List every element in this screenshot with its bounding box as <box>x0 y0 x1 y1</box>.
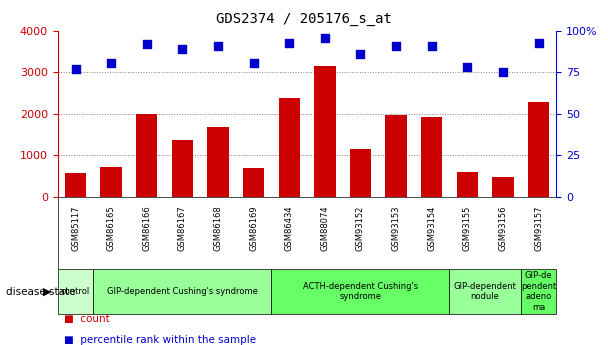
Text: GSM86434: GSM86434 <box>285 205 294 251</box>
Point <box>498 70 508 75</box>
Bar <box>492 177 514 197</box>
Point <box>320 35 330 40</box>
Point <box>463 65 472 70</box>
Text: GDS2374 / 205176_s_at: GDS2374 / 205176_s_at <box>216 12 392 26</box>
Bar <box>243 168 264 197</box>
Text: GSM93152: GSM93152 <box>356 205 365 251</box>
Point <box>356 51 365 57</box>
Bar <box>421 117 443 197</box>
Text: GSM93154: GSM93154 <box>427 205 436 251</box>
Text: GSM86167: GSM86167 <box>178 205 187 251</box>
Bar <box>528 102 549 197</box>
Bar <box>207 127 229 197</box>
Bar <box>350 149 371 197</box>
Text: GSM86168: GSM86168 <box>213 205 223 251</box>
Point <box>71 66 80 72</box>
Point <box>249 60 258 65</box>
Bar <box>171 139 193 197</box>
Point <box>427 43 437 49</box>
Point <box>142 41 151 47</box>
Text: GSM93156: GSM93156 <box>499 205 508 251</box>
Point <box>285 40 294 46</box>
Point <box>534 40 544 46</box>
Text: GIP-dependent
nodule: GIP-dependent nodule <box>454 282 517 301</box>
Bar <box>65 173 86 197</box>
Text: control: control <box>61 287 90 296</box>
Point <box>391 43 401 49</box>
Text: GSM86166: GSM86166 <box>142 205 151 251</box>
Text: ■  percentile rank within the sample: ■ percentile rank within the sample <box>64 335 256 345</box>
Bar <box>94 269 271 314</box>
Text: ▶: ▶ <box>43 287 52 296</box>
Bar <box>271 269 449 314</box>
Bar <box>457 172 478 197</box>
Bar <box>278 98 300 197</box>
Bar <box>385 115 407 197</box>
Text: GIP-dependent Cushing's syndrome: GIP-dependent Cushing's syndrome <box>107 287 258 296</box>
Text: GSM93155: GSM93155 <box>463 205 472 251</box>
Text: GSM85117: GSM85117 <box>71 205 80 251</box>
Text: ACTH-dependent Cushing's
syndrome: ACTH-dependent Cushing's syndrome <box>303 282 418 301</box>
Text: GSM93153: GSM93153 <box>392 205 401 251</box>
Bar <box>136 114 157 197</box>
Text: GSM88074: GSM88074 <box>320 205 330 251</box>
Bar <box>100 167 122 197</box>
Text: ■  count: ■ count <box>64 314 109 324</box>
Point <box>106 60 116 65</box>
Text: GSM93157: GSM93157 <box>534 205 543 251</box>
Text: GSM86169: GSM86169 <box>249 205 258 251</box>
Bar <box>449 269 520 314</box>
Point <box>213 43 223 49</box>
Bar <box>520 269 556 314</box>
Bar <box>58 269 94 314</box>
Bar <box>314 66 336 197</box>
Point <box>178 47 187 52</box>
Text: disease state: disease state <box>6 287 75 296</box>
Text: GSM86165: GSM86165 <box>106 205 116 251</box>
Text: GIP-de
pendent
adeno
ma: GIP-de pendent adeno ma <box>521 272 556 312</box>
